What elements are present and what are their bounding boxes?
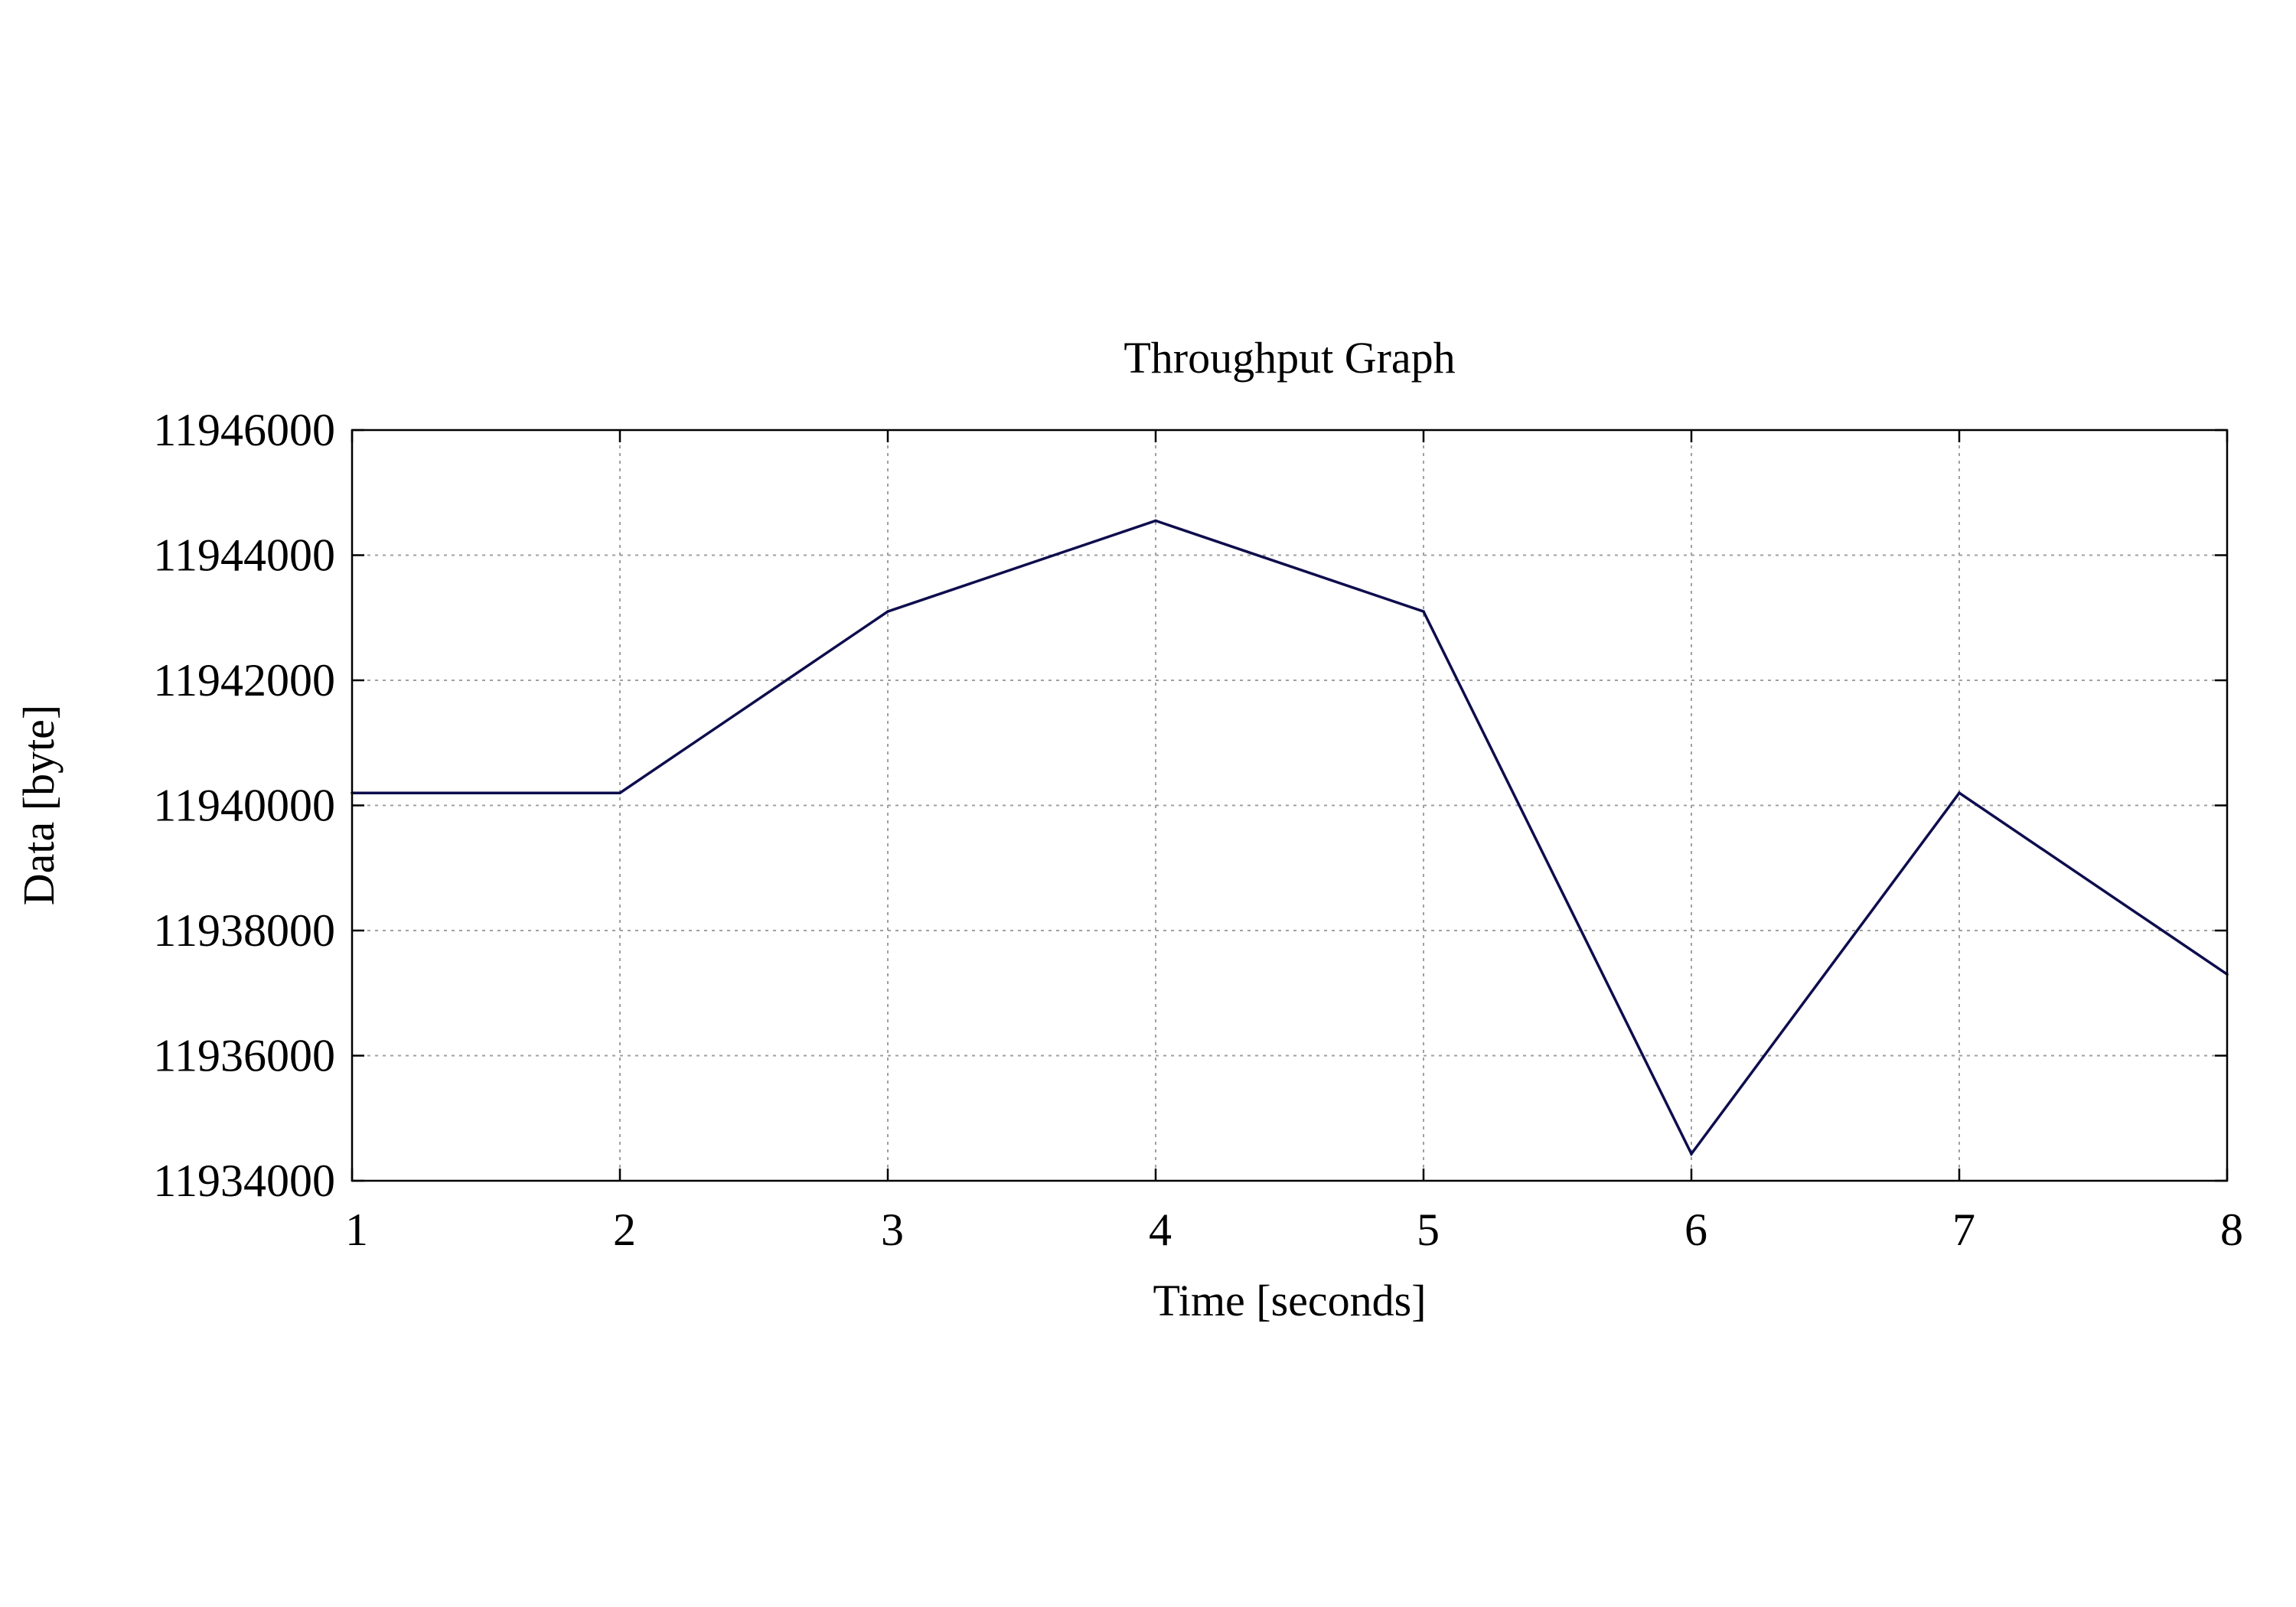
x-tick-label: 5 [1417, 1204, 1440, 1255]
chart-title: Throughput Graph [1124, 333, 1455, 383]
data-point [886, 610, 889, 613]
y-tick-label: 11938000 [153, 905, 335, 956]
y-axis-label: Data [byte] [14, 705, 64, 905]
data-point [1958, 791, 1961, 794]
x-tick-label: 3 [881, 1204, 904, 1255]
x-tick-label: 8 [2220, 1204, 2243, 1255]
x-tick-label: 2 [613, 1204, 636, 1255]
series-line [352, 519, 2228, 1157]
y-tick-label: 11946000 [153, 405, 335, 455]
x-axis-label: Time [seconds] [1153, 1276, 1426, 1325]
data-point [1422, 610, 1425, 613]
x-tick-label: 1 [345, 1204, 368, 1255]
data-point [618, 791, 621, 794]
data-point [1690, 1152, 1693, 1156]
y-tick-label: 11944000 [153, 530, 335, 581]
axis-ticks [351, 429, 2229, 1182]
y-tick-label: 11934000 [153, 1156, 335, 1206]
x-axis-tick-labels: 1 2 3 4 5 6 7 8 [345, 1204, 2243, 1255]
x-tick-label: 4 [1149, 1204, 1172, 1255]
x-tick-label: 7 [1952, 1204, 1975, 1255]
data-point [1154, 519, 1157, 523]
y-tick-label: 11940000 [153, 781, 335, 831]
y-axis-tick-labels: 11934000 11936000 11938000 11940000 11942000… [153, 405, 335, 1206]
y-tick-label: 11942000 [153, 655, 335, 706]
grid-lines [352, 430, 2227, 1181]
y-tick-label: 11936000 [153, 1031, 335, 1081]
series-layer [351, 519, 2229, 1157]
x-tick-label: 6 [1684, 1204, 1707, 1255]
